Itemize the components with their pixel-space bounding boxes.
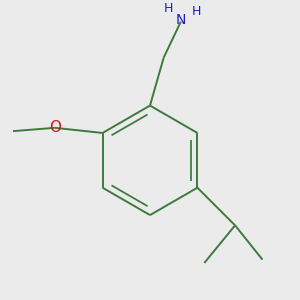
Text: H: H bbox=[164, 2, 173, 14]
Text: N: N bbox=[176, 13, 186, 27]
Text: O: O bbox=[49, 120, 61, 135]
Text: H: H bbox=[191, 5, 201, 18]
